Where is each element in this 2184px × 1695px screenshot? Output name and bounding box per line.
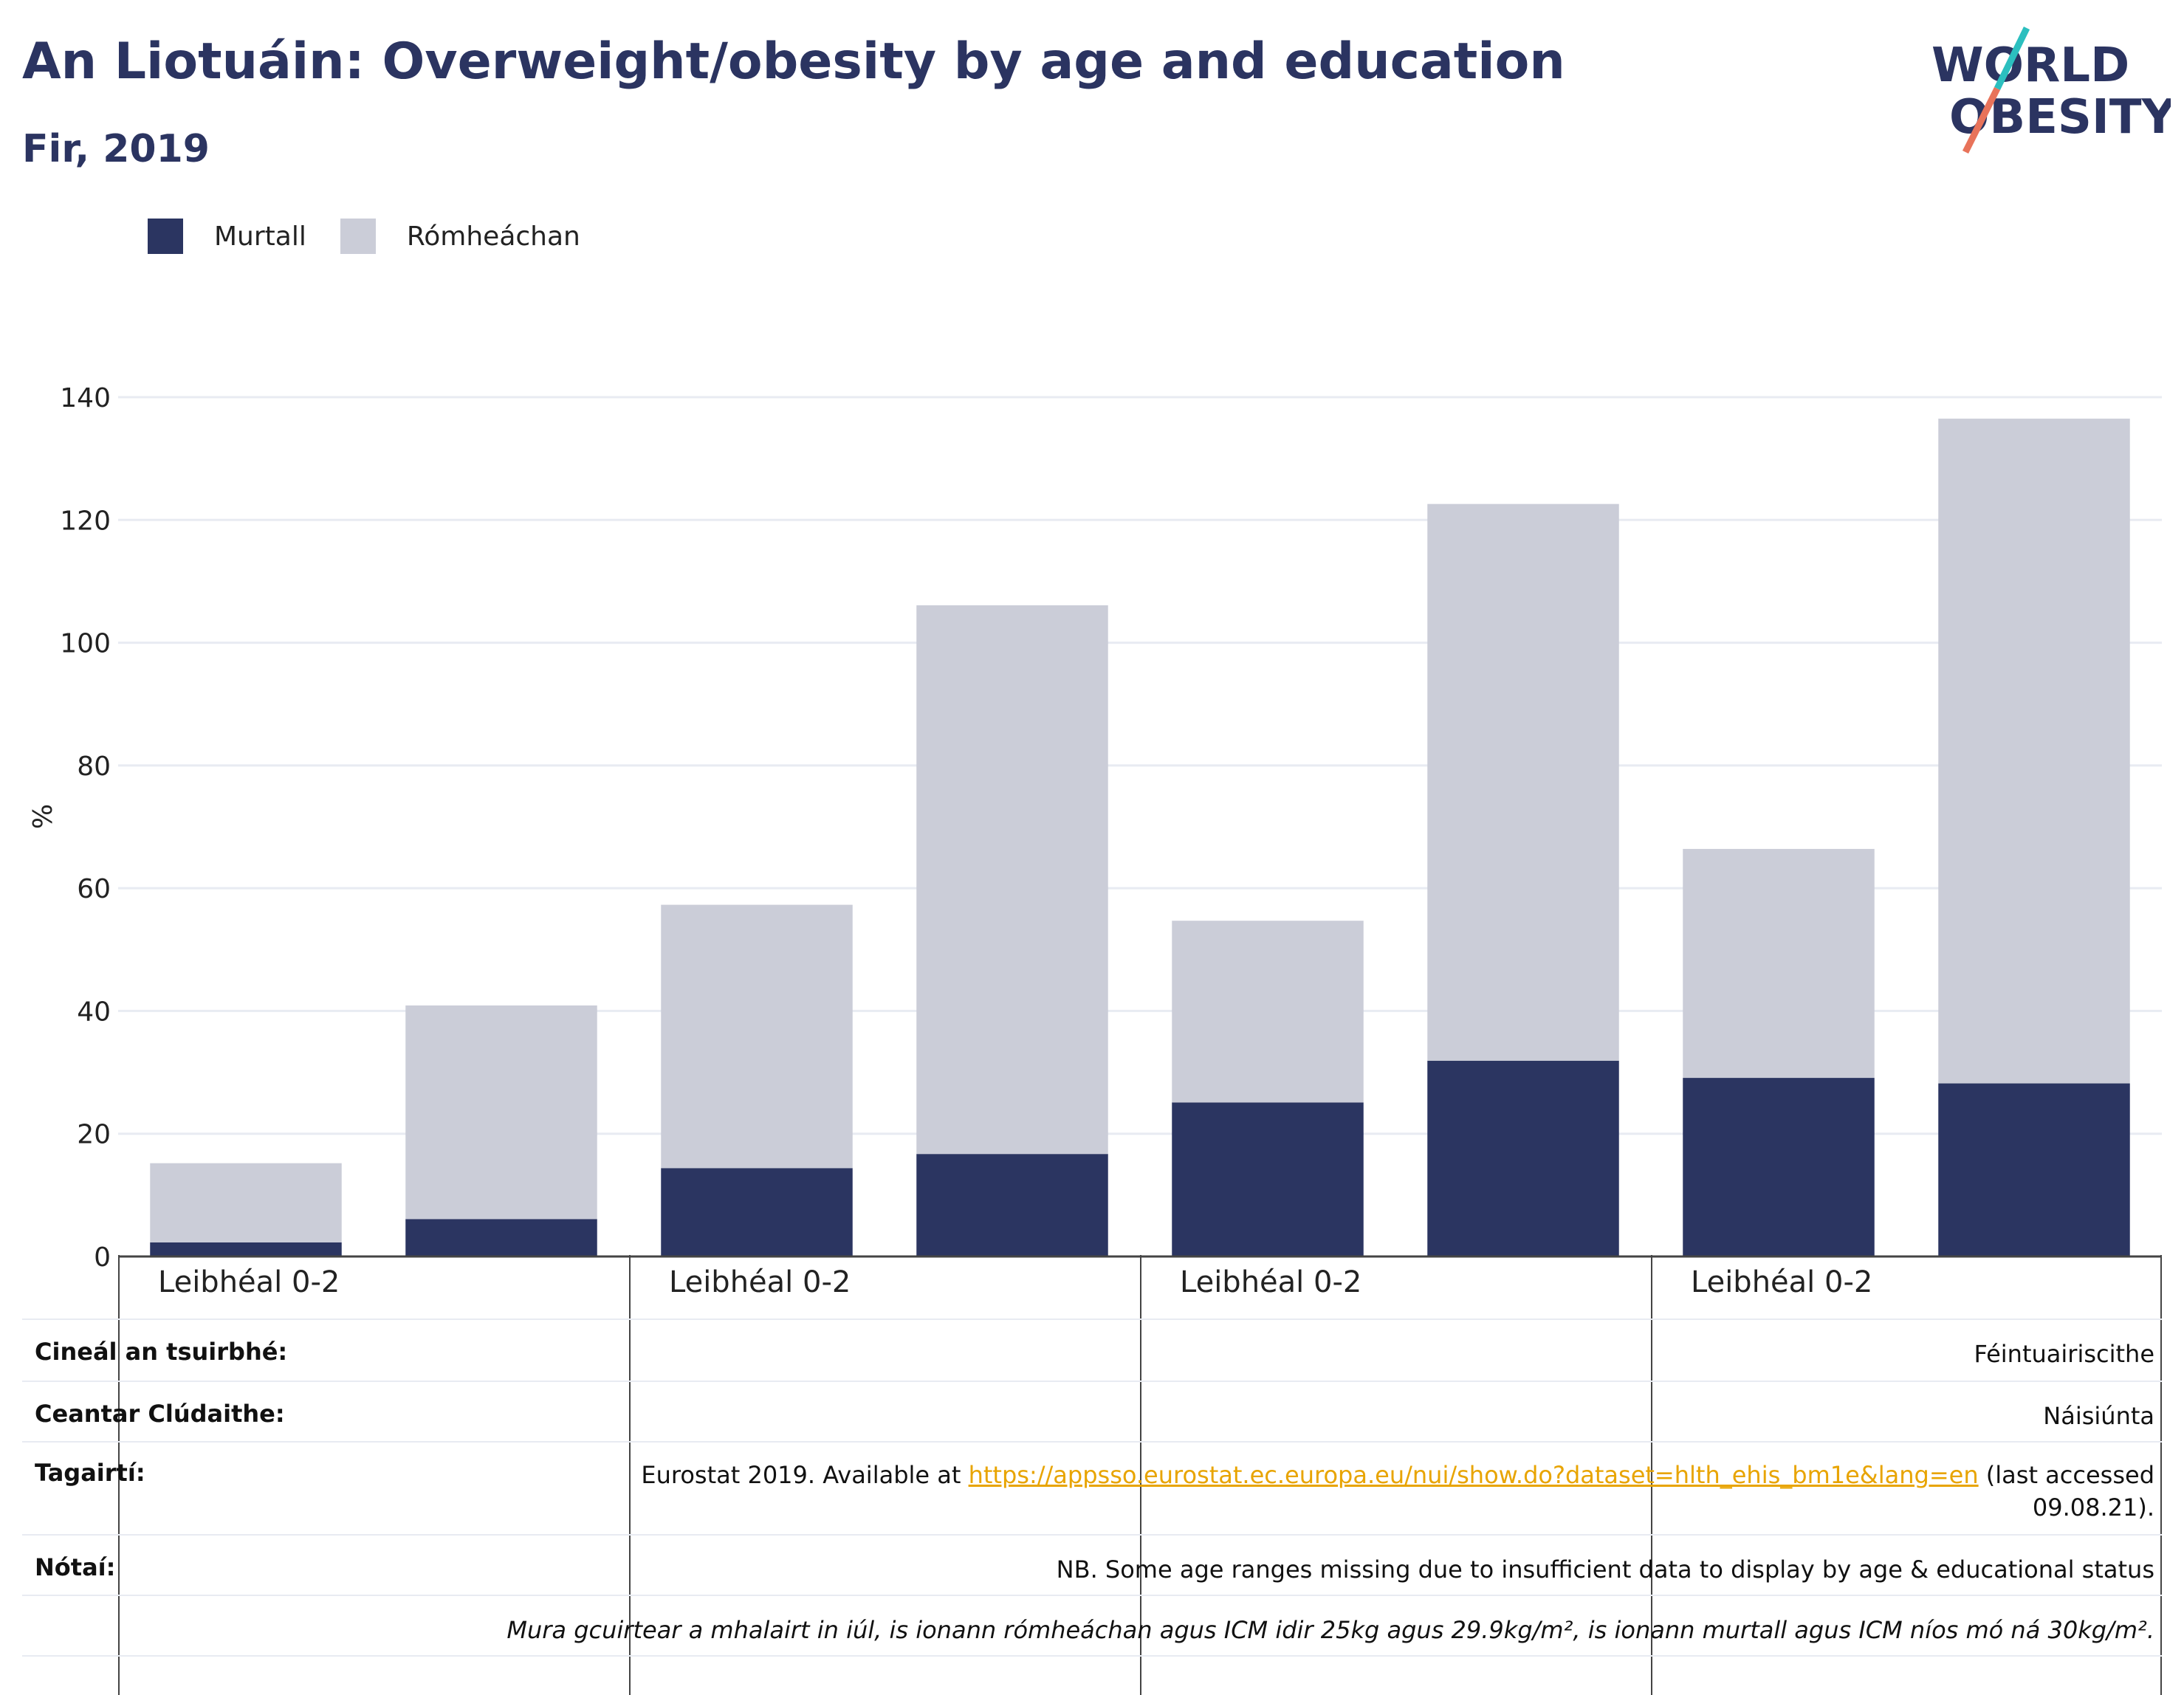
table-divider	[22, 1534, 2162, 1536]
world-obesity-logo: WORLD OBESITY	[1931, 27, 2171, 154]
references-label: Tagairtí:	[35, 1459, 145, 1487]
chart-subtitle: Fir, 2019	[22, 127, 210, 171]
group-divider	[1651, 1255, 1652, 1695]
group-divider	[118, 1255, 120, 1695]
bar-obese[interactable]	[1427, 1060, 1619, 1256]
legend-label-obese: Murtall	[214, 221, 306, 252]
chart-legend: Murtall Rómheáchan	[148, 219, 614, 254]
x-group-label: Leibhéal 0-2	[1180, 1265, 1361, 1299]
logo-coral-slash	[1962, 86, 2001, 154]
bar-obese[interactable]	[150, 1242, 342, 1256]
table-divider	[22, 1381, 2162, 1382]
references-suffix: (last accessed	[1978, 1461, 2154, 1489]
bar-obese[interactable]	[1938, 1083, 2130, 1256]
bar-obese[interactable]	[661, 1168, 853, 1256]
table-divider	[22, 1655, 2162, 1657]
legend-item-overweight[interactable]: Rómheáchan	[340, 219, 580, 254]
y-tick-label: 40	[77, 997, 111, 1027]
y-axis-label: %	[28, 804, 58, 829]
bar-overweight[interactable]	[1938, 419, 2130, 1084]
y-tick-label: 20	[77, 1120, 111, 1150]
y-tick-label: 100	[60, 629, 111, 659]
bar-overweight[interactable]	[1683, 848, 1875, 1079]
bar-obese[interactable]	[1683, 1078, 1875, 1256]
y-axis-ticks: 0 20 40 60 80 100 120 140	[60, 383, 111, 1273]
y-tick-label: 80	[77, 752, 111, 782]
logo-line1: WORLD	[1931, 38, 2129, 93]
references-link[interactable]: https://appsso.eurostat.ec.europa.eu/nui…	[968, 1461, 1979, 1489]
survey-type-value: Féintuairiscithe	[1974, 1340, 2154, 1368]
bar-obese[interactable]	[405, 1219, 597, 1256]
table-divider	[22, 1595, 2162, 1596]
x-axis-group-labels: Leibhéal 0-2 Leibhéal 0-2 Leibhéal 0-2 Leib…	[158, 1265, 1872, 1299]
references-prefix: Eurostat 2019. Available at	[641, 1461, 969, 1489]
group-divider	[629, 1255, 631, 1695]
table-divider	[22, 1318, 2162, 1320]
bar-overweight[interactable]	[405, 1005, 597, 1220]
x-group-label: Leibhéal 0-2	[158, 1265, 340, 1299]
bars	[150, 419, 2130, 1256]
y-tick-label: 60	[77, 874, 111, 904]
group-divider	[2160, 1255, 2162, 1695]
references-line2: 09.08.21).	[2032, 1493, 2154, 1522]
legend-label-overweight: Rómheáchan	[406, 221, 580, 252]
coverage-label: Ceantar Clúdaithe:	[35, 1400, 285, 1428]
group-divider	[1140, 1255, 1141, 1695]
y-tick-label: 120	[60, 506, 111, 536]
coverage-value: Náisiúnta	[2043, 1402, 2154, 1430]
bar-obese[interactable]	[1172, 1102, 1364, 1256]
notes-value: NB. Some age ranges missing due to insuf…	[1056, 1555, 2154, 1584]
references-value: Eurostat 2019. Available at https://apps…	[641, 1459, 2154, 1524]
legend-swatch-overweight	[340, 219, 376, 254]
bar-overweight[interactable]	[1427, 503, 1619, 1061]
bar-overweight[interactable]	[661, 904, 853, 1169]
chart-title: An Liotuáin: Overweight/obesity by age a…	[22, 32, 1565, 91]
bar-obese[interactable]	[916, 1154, 1108, 1256]
survey-type-label: Cineál an tsuirbhé:	[35, 1338, 288, 1366]
x-group-label: Leibhéal 0-2	[1691, 1265, 1872, 1299]
bar-overweight[interactable]	[1172, 921, 1364, 1103]
y-tick-label: 140	[60, 383, 111, 413]
legend-swatch-obese	[148, 219, 183, 254]
legend-item-obese[interactable]: Murtall	[148, 219, 306, 254]
notes-label: Nótaí:	[35, 1553, 116, 1581]
x-group-label: Leibhéal 0-2	[669, 1265, 851, 1299]
bar-overweight[interactable]	[916, 605, 1108, 1155]
definition-text: Mura gcuirtear a mhalairt in iúl, is ion…	[506, 1616, 2154, 1644]
logo-teal-slash	[1994, 27, 2030, 90]
table-divider	[22, 1441, 2162, 1443]
bar-overweight[interactable]	[150, 1163, 342, 1242]
y-tick-label: 0	[94, 1242, 111, 1273]
